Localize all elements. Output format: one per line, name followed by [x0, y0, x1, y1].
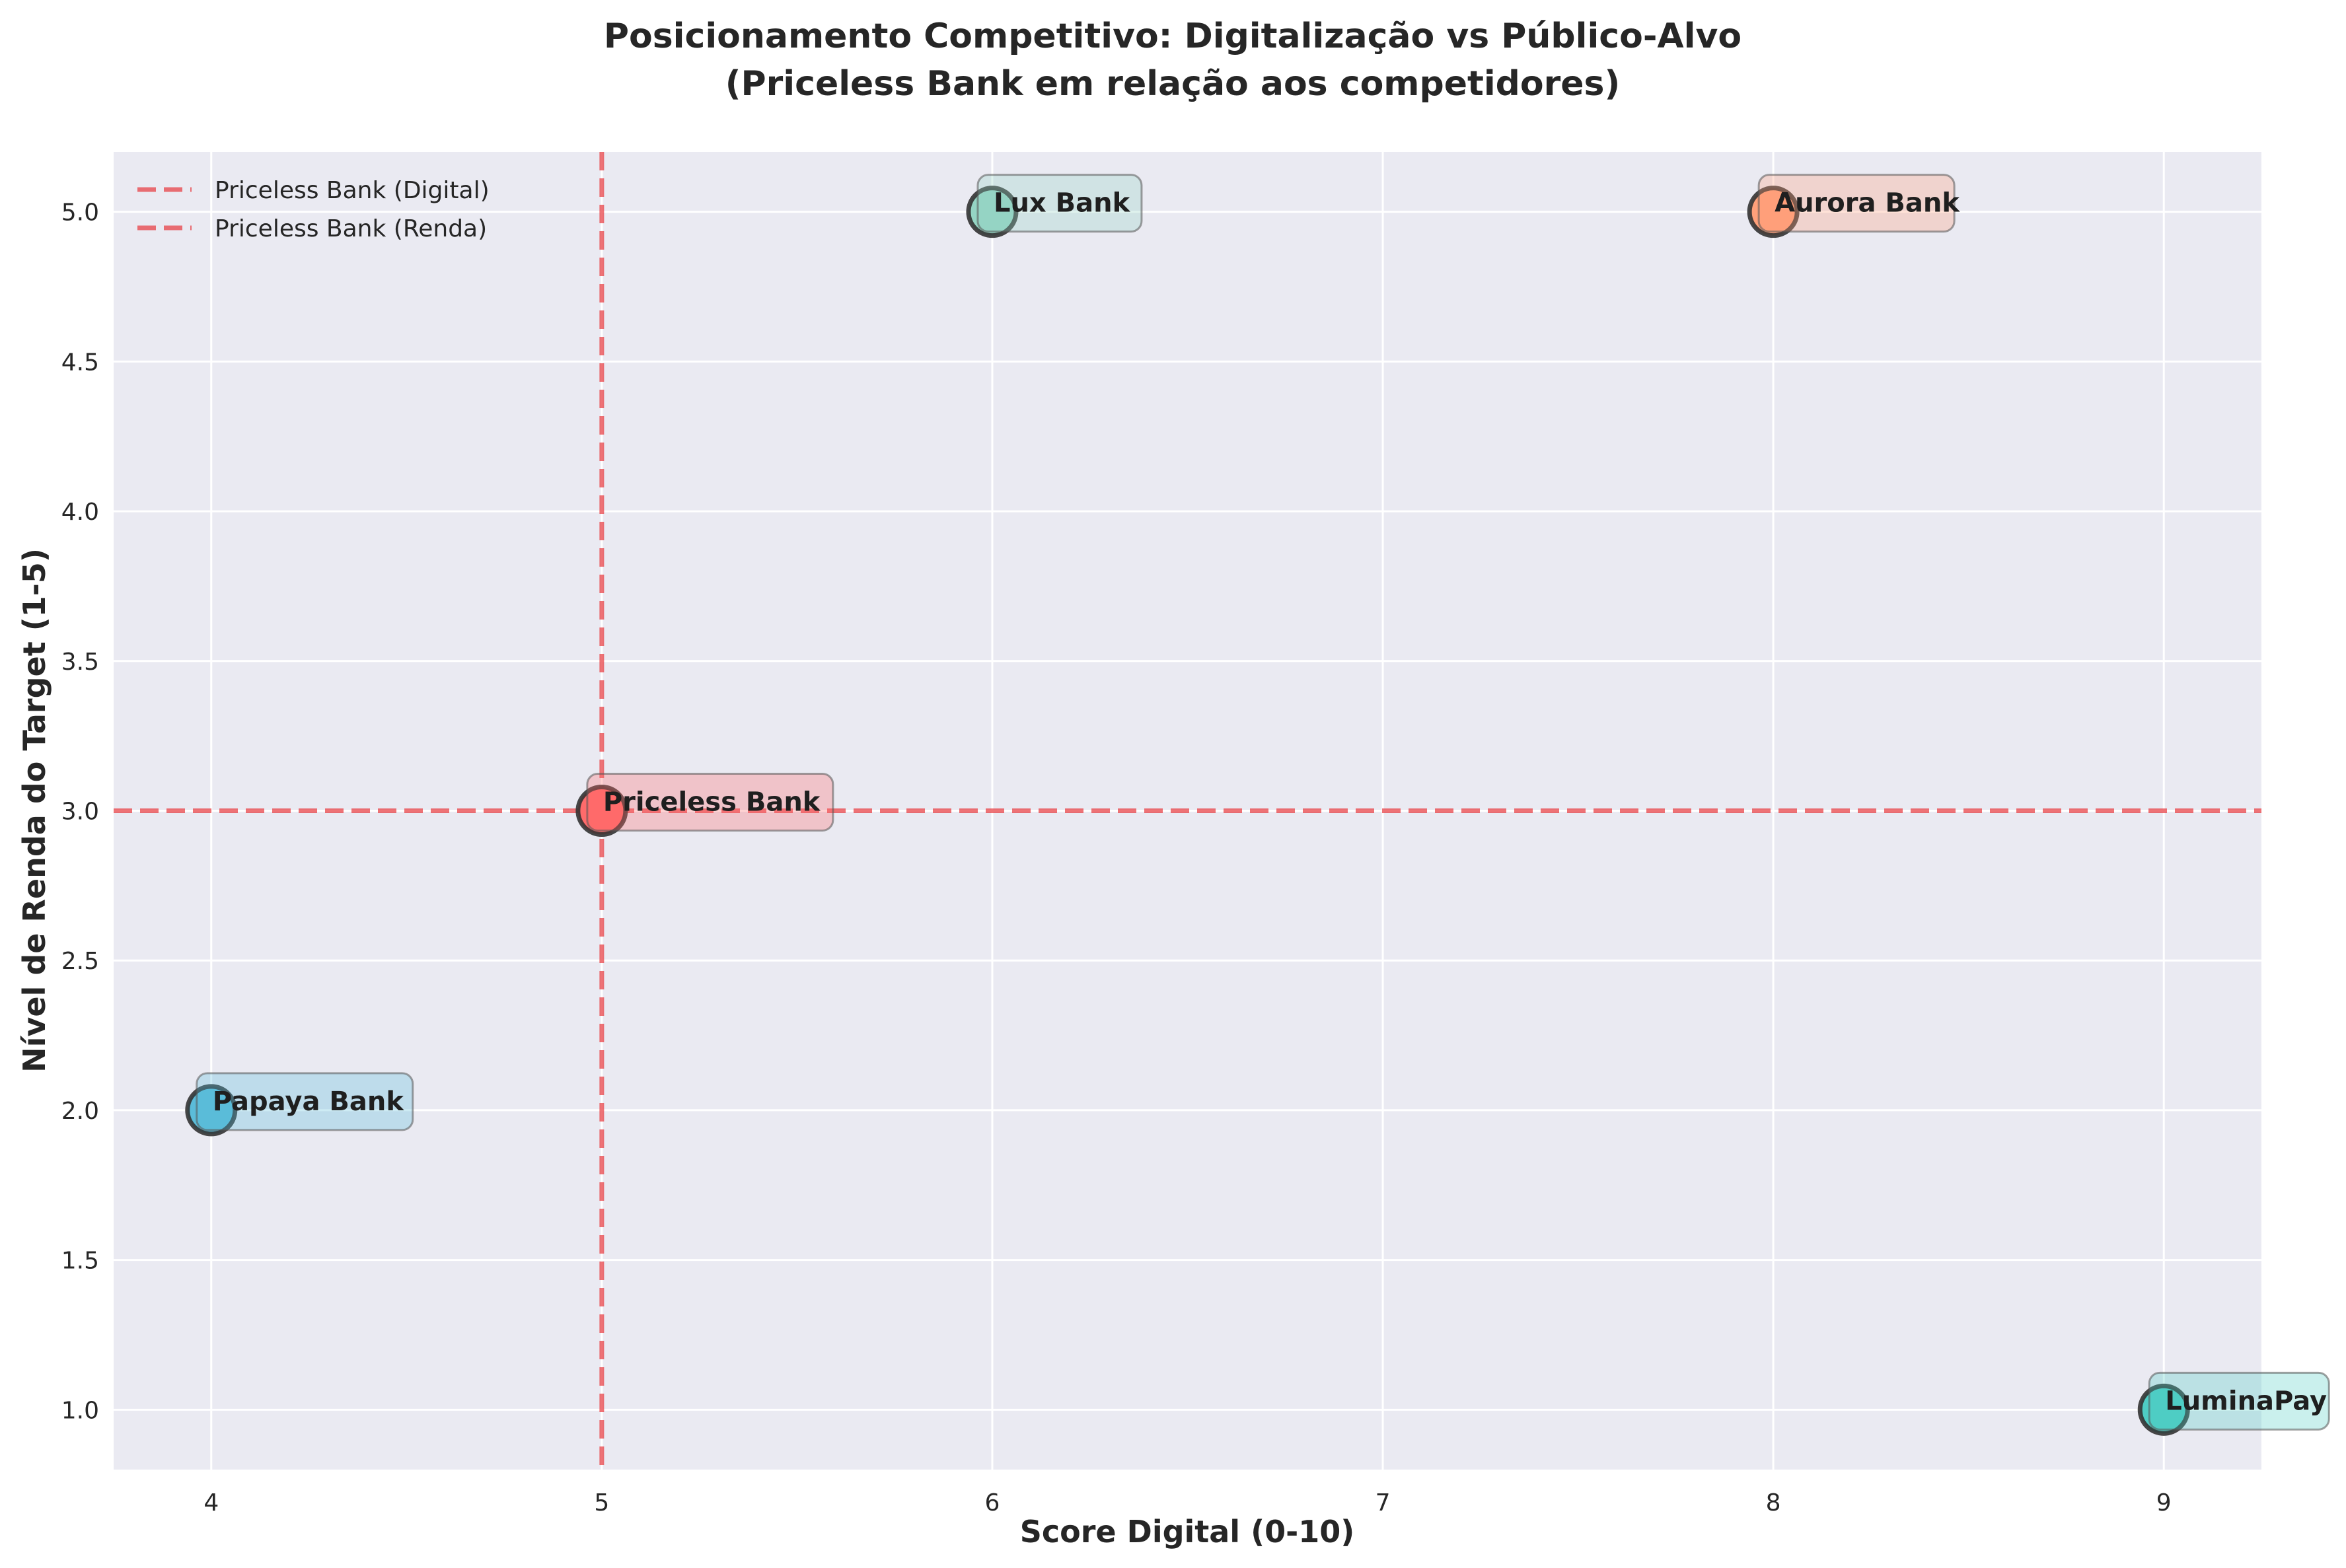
- reference-lines: [114, 152, 2261, 1470]
- label-lux-bank: Lux Bank: [994, 188, 1131, 219]
- label-priceless-bank: Priceless Bank: [603, 787, 821, 818]
- label-papaya-bank: Papaya Bank: [213, 1087, 405, 1117]
- y-tick-label: 2.5: [61, 948, 99, 975]
- y-tick-label: 5.0: [61, 199, 99, 227]
- point-lux-bank: [966, 186, 1019, 238]
- label-aurora-bank: Aurora Bank: [1775, 188, 1960, 219]
- x-axis-ticks: 4 5 6 7 8 9: [203, 1489, 2171, 1516]
- point-papaya-bank: [185, 1084, 238, 1137]
- legend-entry-priceless-bank-renda: Priceless Bank (Renda): [215, 215, 487, 242]
- y-axis-ticks: 1.0 1.5 2.0 2.5 3.0 3.5 4.0 4.5 5.0: [61, 199, 99, 1425]
- point-priceless-bank: [575, 785, 628, 837]
- x-axis-label: Score Digital (0-10): [1020, 1514, 1355, 1550]
- data-points: [185, 186, 2190, 1436]
- y-tick-label: 4.0: [61, 499, 99, 526]
- chart-subtitle: (Priceless Bank em relação aos competido…: [725, 64, 1620, 104]
- y-tick-label: 1.0: [61, 1397, 99, 1424]
- x-tick-label: 4: [203, 1489, 219, 1516]
- x-tick-label: 9: [2156, 1489, 2172, 1516]
- y-tick-label: 1.5: [61, 1248, 99, 1275]
- x-tick-label: 7: [1375, 1489, 1391, 1516]
- legend: Priceless Bank (Digital) Priceless Bank (…: [137, 177, 490, 242]
- point-aurora-bank: [1747, 186, 1800, 238]
- y-tick-label: 3.0: [61, 799, 99, 826]
- y-tick-label: 3.5: [61, 649, 99, 676]
- x-tick-label: 5: [594, 1489, 609, 1516]
- x-tick-label: 6: [985, 1489, 1000, 1516]
- point-labels: Priceless Bank Lux Bank Aurora Bank Papaya …: [196, 174, 2330, 1431]
- legend-entry-priceless-bank-digital: Priceless Bank (Digital): [215, 177, 490, 204]
- point-luminapay: [2137, 1383, 2190, 1436]
- label-box-lux-bank: [976, 174, 1143, 233]
- label-box-aurora-bank: [1757, 174, 1956, 233]
- y-tick-label: 2.0: [61, 1098, 99, 1125]
- chart-title: Posicionamento Competitivo: Digitalizaçã…: [604, 17, 1741, 56]
- label-luminapay: LuminaPay: [2165, 1386, 2327, 1416]
- label-box-priceless-bank: [586, 773, 834, 832]
- x-tick-label: 8: [1766, 1489, 1781, 1516]
- label-box-papaya-bank: [196, 1072, 414, 1131]
- y-tick-label: 4.5: [61, 349, 99, 376]
- label-box-luminapay: [2148, 1371, 2330, 1431]
- y-axis-label: Nível de Renda do Target (1-5): [17, 548, 52, 1073]
